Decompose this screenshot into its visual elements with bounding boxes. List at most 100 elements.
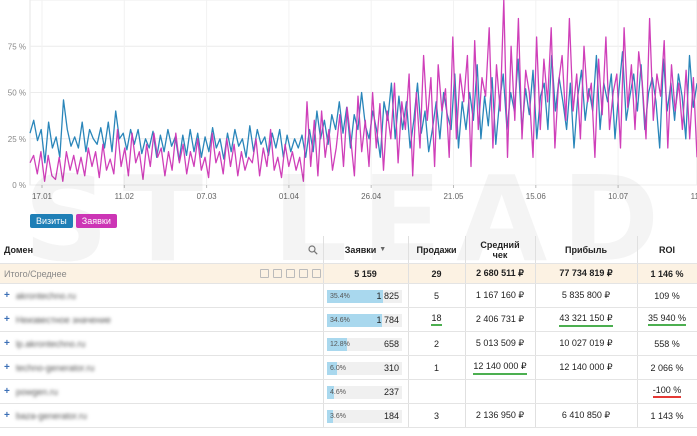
domain-name[interactable]: baza-generator.ru bbox=[15, 410, 87, 421]
summary-profit: 77 734 819 ₽ bbox=[559, 268, 613, 278]
x-tick-label: 21.05 bbox=[443, 192, 464, 201]
table-row[interactable]: + techno-generator.ru 6.0% 310 1 12 140 000 ₽… bbox=[0, 356, 697, 380]
header-roi[interactable]: ROI bbox=[658, 244, 675, 255]
sales-cell: 3 bbox=[433, 410, 439, 421]
calendar-tool-icon[interactable] bbox=[286, 269, 295, 278]
requests-count: 310 bbox=[383, 363, 399, 373]
domain-name[interactable]: techno-generator.ru bbox=[15, 362, 95, 373]
requests-count: 237 bbox=[383, 387, 399, 397]
requests-share-bar: 12.8% 658 bbox=[327, 338, 402, 351]
domain-name[interactable]: lp.akrontechno.ru bbox=[15, 338, 86, 349]
expand-row-icon[interactable]: + bbox=[4, 290, 10, 301]
x-tick-label: 01.04 bbox=[279, 192, 300, 201]
sales-cell: 18 bbox=[408, 308, 465, 331]
requests-count: 1 784 bbox=[376, 315, 399, 325]
table-body: + akrontechno.ru 35.4% 1 825 5 1 167 160 ₽ 5 8… bbox=[0, 284, 697, 428]
expand-row-icon[interactable]: + bbox=[4, 410, 10, 421]
header-requests-label: Заявки bbox=[344, 244, 377, 255]
series-line-requests bbox=[29, 0, 697, 182]
sales-cell: 5 bbox=[433, 290, 439, 301]
requests-share-pct: 3.6% bbox=[330, 413, 346, 420]
header-requests[interactable]: Заявки ▼ bbox=[323, 236, 408, 263]
domain-name[interactable]: powgen.ru bbox=[15, 386, 58, 397]
chart-legend: Визиты Заявки bbox=[30, 214, 117, 228]
requests-share-pct: 4.6% bbox=[330, 389, 346, 396]
domain-cell: + Неизвестное значение bbox=[0, 308, 323, 331]
summary-label: Итого/Среднее bbox=[4, 268, 67, 279]
requests-share-fill bbox=[327, 338, 348, 351]
domain-cell: + baza-generator.ru bbox=[0, 404, 323, 427]
summary-sales: 29 bbox=[431, 268, 442, 279]
table-header: Домен Заявки ▼ Продажи Средний чек Прибы… bbox=[0, 236, 697, 264]
chart-svg: 0 % 25 % 50 % 75 % 17.01 11.02 07.03 01.04 26.04… bbox=[8, 0, 697, 201]
table-row[interactable]: + baza-generator.ru 3.6% 184 3 2 136 950 ₽ 6 4… bbox=[0, 404, 697, 428]
expand-row-icon[interactable]: + bbox=[4, 386, 10, 397]
line-chart: 0 % 25 % 50 % 75 % 17.01 11.02 07.03 01.04 26.04… bbox=[0, 0, 697, 206]
avg-check-cell: 2 406 731 ₽ bbox=[475, 314, 525, 324]
profit-cell: 12 140 000 ₽ bbox=[559, 362, 613, 372]
summary-tools bbox=[260, 269, 321, 278]
summary-row: Итого/Среднее 5 159 29 2 680 511 ₽ 77 73… bbox=[0, 264, 697, 284]
requests-share-pct: 6.0% bbox=[330, 365, 346, 372]
header-domain[interactable]: Домен bbox=[4, 244, 33, 255]
roi-cell: -100 % bbox=[637, 380, 697, 403]
legend-toggle-requests[interactable]: Заявки bbox=[75, 214, 117, 228]
requests-share-fill bbox=[327, 386, 335, 399]
domain-cell: + lp.akrontechno.ru bbox=[0, 332, 323, 355]
requests-share-fill bbox=[327, 362, 337, 375]
header-avg-check-line1: Средний bbox=[480, 239, 520, 250]
requests-count: 658 bbox=[383, 339, 399, 349]
expand-row-icon[interactable]: + bbox=[4, 338, 10, 349]
table-row[interactable]: + akrontechno.ru 35.4% 1 825 5 1 167 160 ₽ 5 8… bbox=[0, 284, 697, 308]
expand-row-icon[interactable]: + bbox=[4, 362, 10, 373]
requests-share-bar: 4.6% 237 bbox=[327, 386, 402, 399]
domain-cell: + powgen.ru bbox=[0, 380, 323, 403]
roi-cell: 558 % bbox=[654, 338, 680, 349]
domains-table: Домен Заявки ▼ Продажи Средний чек Прибы… bbox=[0, 236, 697, 428]
table-row[interactable]: + powgen.ru 4.6% 237 -100 % bbox=[0, 380, 697, 404]
table-row[interactable]: + lp.akrontechno.ru 12.8% 658 2 5 013 509 ₽ 10… bbox=[0, 332, 697, 356]
search-icon[interactable] bbox=[308, 245, 318, 255]
x-tick-label: 07.03 bbox=[197, 192, 218, 201]
profit-cell: 10 027 019 ₽ bbox=[559, 338, 613, 348]
header-avg-check[interactable]: Средний чек bbox=[465, 236, 535, 263]
requests-share-bar: 6.0% 310 bbox=[327, 362, 402, 375]
y-tick-label: 75 % bbox=[8, 42, 26, 51]
grid-tool-icon[interactable] bbox=[312, 269, 321, 278]
legend-toggle-visits[interactable]: Визиты bbox=[30, 214, 73, 228]
domain-name[interactable]: Неизвестное значение bbox=[15, 314, 111, 325]
sales-cell bbox=[408, 380, 465, 403]
x-tick-label: 15.06 bbox=[526, 192, 547, 201]
avg-check-cell: 1 167 160 ₽ bbox=[475, 290, 525, 300]
avg-check-cell bbox=[465, 380, 535, 403]
avg-check-cell: 5 013 509 ₽ bbox=[475, 338, 525, 348]
profit-cell bbox=[535, 380, 637, 403]
domain-name[interactable]: akrontechno.ru bbox=[15, 290, 76, 301]
phone-tool-icon[interactable] bbox=[299, 269, 308, 278]
table-row[interactable]: + Неизвестное значение 34.6% 1 784 18 2 406 7… bbox=[0, 308, 697, 332]
sales-cell: 1 bbox=[433, 362, 439, 373]
list-tool-icon[interactable] bbox=[273, 269, 282, 278]
requests-share-fill bbox=[327, 290, 384, 303]
requests-share-pct: 34.6% bbox=[330, 317, 350, 324]
domain-cell: + akrontechno.ru bbox=[0, 284, 323, 307]
roi-cell: 109 % bbox=[654, 290, 680, 301]
avg-check-cell: 2 136 950 ₽ bbox=[475, 410, 525, 420]
requests-share-fill bbox=[327, 314, 382, 327]
profit-cell: 6 410 850 ₽ bbox=[561, 410, 611, 420]
profit-cell: 43 321 150 ₽ bbox=[535, 308, 637, 331]
x-tick-label: 11.02 bbox=[115, 192, 135, 201]
roi-cell: 35 940 % bbox=[637, 308, 697, 331]
domain-cell: + techno-generator.ru bbox=[0, 356, 323, 379]
header-profit[interactable]: Прибыль bbox=[565, 244, 607, 255]
requests-share-bar: 34.6% 1 784 bbox=[327, 314, 402, 327]
sort-tool-icon[interactable] bbox=[260, 269, 269, 278]
header-avg-check-line2: чек bbox=[492, 249, 508, 260]
header-sales[interactable]: Продажи bbox=[416, 244, 457, 255]
summary-avg-check: 2 680 511 ₽ bbox=[476, 268, 524, 278]
sort-desc-icon[interactable]: ▼ bbox=[379, 246, 387, 253]
sales-cell: 2 bbox=[433, 338, 439, 349]
x-tick-label: 10.07 bbox=[608, 192, 629, 201]
expand-row-icon[interactable]: + bbox=[4, 314, 10, 325]
requests-share-bar: 35.4% 1 825 bbox=[327, 290, 402, 303]
